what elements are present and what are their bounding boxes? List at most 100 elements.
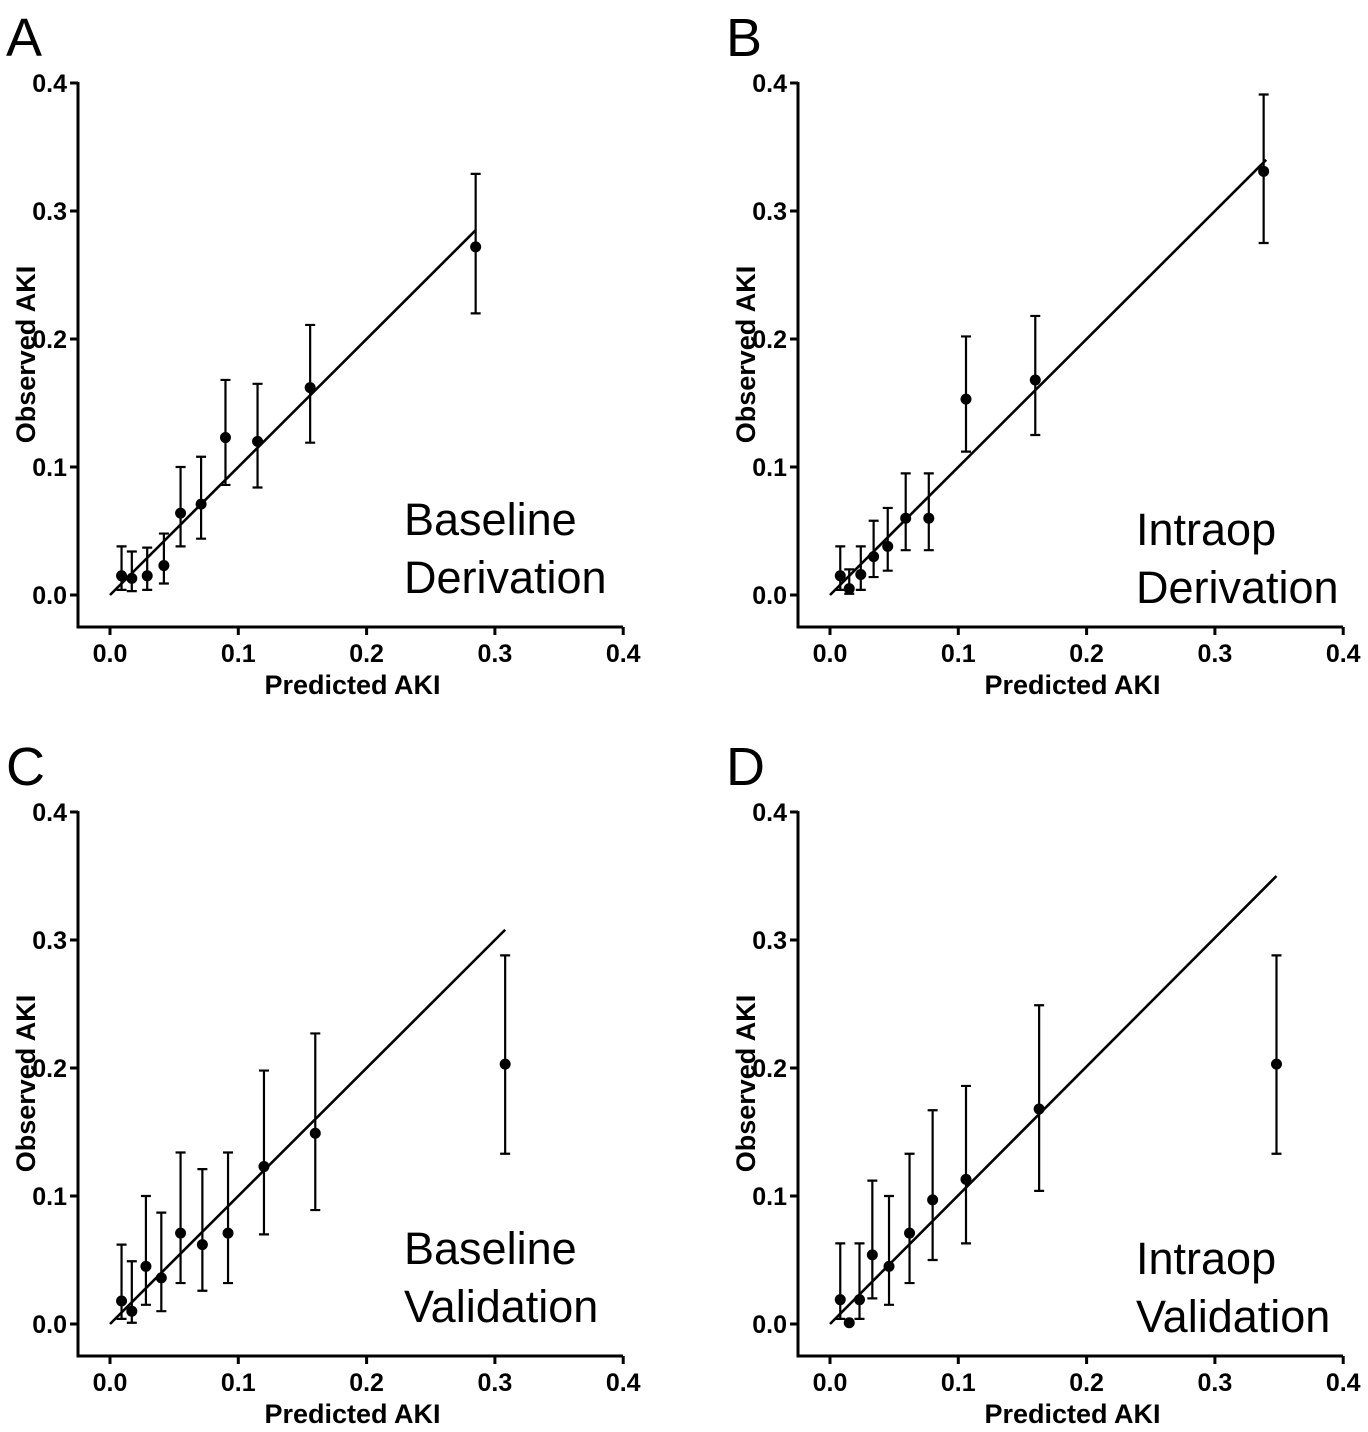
error-bar bbox=[116, 545, 127, 591]
data-point bbox=[141, 570, 153, 582]
error-bar bbox=[854, 1242, 865, 1320]
data-point bbox=[960, 393, 972, 405]
data-point bbox=[882, 540, 894, 552]
panel-annotation: Derivation bbox=[404, 552, 607, 603]
y-tick-label: 0.0 bbox=[752, 1311, 787, 1339]
x-tick-label: 0.2 bbox=[349, 1369, 384, 1397]
panel-letter: C bbox=[6, 737, 45, 797]
x-axis-title: Predicted AKI bbox=[984, 670, 1160, 700]
panel-annotation: Intraop bbox=[1136, 504, 1276, 555]
data-point bbox=[219, 432, 231, 444]
error-bar bbox=[142, 546, 153, 591]
data-point bbox=[834, 1294, 846, 1306]
data-point bbox=[854, 1294, 866, 1306]
error-bar bbox=[867, 1179, 878, 1300]
data-point bbox=[158, 560, 170, 572]
panel-c: C 0.0 0.1 0.2 0.3 0.4 0.0 0.1 0.2 0.3 0.4 Predicted… bbox=[6, 737, 641, 1429]
data-point bbox=[923, 512, 935, 524]
data-point bbox=[304, 382, 316, 394]
x-tick-label: 0.4 bbox=[1326, 640, 1361, 668]
data-point bbox=[927, 1194, 939, 1206]
axes bbox=[76, 811, 623, 1358]
panel-annotation: Intraop bbox=[1136, 1233, 1276, 1284]
panel-annotation: Derivation bbox=[1136, 562, 1339, 613]
y-tick-label: 0.2 bbox=[752, 326, 787, 354]
data-point bbox=[904, 1227, 916, 1239]
x-tick-label: 0.4 bbox=[606, 1369, 641, 1397]
y-tick-label: 0.3 bbox=[752, 198, 787, 226]
data-point bbox=[116, 570, 128, 582]
error-bar bbox=[960, 1084, 971, 1245]
panel-annotation: Validation bbox=[1136, 1291, 1330, 1342]
x-tick-label: 0.1 bbox=[941, 1369, 976, 1397]
data-point bbox=[868, 551, 880, 563]
data-point bbox=[1033, 1103, 1045, 1115]
data-point bbox=[116, 1295, 128, 1307]
data-point bbox=[499, 1058, 511, 1070]
error-bar bbox=[835, 545, 846, 591]
error-bar bbox=[140, 1194, 151, 1306]
x-tick-label: 0.3 bbox=[478, 640, 513, 668]
x-tick-label: 0.1 bbox=[941, 640, 976, 668]
y-tick-label: 0.0 bbox=[752, 582, 787, 610]
x-tick-label: 0.2 bbox=[1069, 1369, 1104, 1397]
error-bar bbox=[882, 506, 893, 572]
x-tick-label: 0.1 bbox=[221, 1369, 256, 1397]
error-bar bbox=[904, 1152, 915, 1285]
panel-annotation: Baseline bbox=[404, 1223, 577, 1274]
data-point bbox=[1258, 165, 1270, 177]
x-tick-label: 0.0 bbox=[93, 1369, 128, 1397]
data-point bbox=[900, 512, 912, 524]
reference-line bbox=[109, 928, 507, 1325]
error-bar bbox=[196, 455, 207, 540]
data-point bbox=[843, 1317, 855, 1329]
error-bar bbox=[310, 1032, 321, 1212]
error-bar bbox=[126, 550, 137, 593]
y-axis-title: Observed AKI bbox=[731, 266, 761, 444]
data-point bbox=[309, 1127, 321, 1139]
data-point bbox=[126, 1305, 138, 1317]
x-tick-label: 0.0 bbox=[813, 640, 848, 668]
panel-a: A 0.0 0.1 0.2 0.3 0.4 0.0 0.1 0.2 0.3 0.4 Predicted… bbox=[6, 8, 641, 700]
x-tick-label: 0.0 bbox=[93, 640, 128, 668]
data-point bbox=[470, 241, 482, 253]
y-tick-label: 0.1 bbox=[32, 1183, 67, 1211]
data-point bbox=[843, 583, 855, 595]
data-point bbox=[855, 569, 867, 581]
x-axis-title: Predicted AKI bbox=[264, 1399, 440, 1429]
y-tick-label: 0.4 bbox=[32, 70, 67, 98]
x-tick-label: 0.1 bbox=[221, 640, 256, 668]
x-tick-label: 0.3 bbox=[1198, 640, 1233, 668]
y-tick-label: 0.3 bbox=[32, 927, 67, 955]
x-tick-label: 0.3 bbox=[1198, 1369, 1233, 1397]
data-point bbox=[175, 507, 187, 519]
error-bar bbox=[835, 1242, 846, 1320]
panel-letter: D bbox=[726, 737, 765, 797]
data-point bbox=[1029, 374, 1041, 386]
data-point bbox=[866, 1249, 878, 1261]
error-bar bbox=[923, 472, 934, 552]
data-point bbox=[196, 1239, 208, 1251]
reference-line bbox=[109, 229, 477, 596]
x-tick-label: 0.2 bbox=[1069, 640, 1104, 668]
error-bar bbox=[258, 1069, 269, 1236]
error-bar bbox=[884, 1194, 895, 1306]
data-point bbox=[126, 572, 138, 584]
y-axis-title: Observed AKI bbox=[11, 995, 41, 1173]
error-bar bbox=[1271, 954, 1282, 1155]
y-tick-label: 0.3 bbox=[752, 927, 787, 955]
panel-annotation: Baseline bbox=[404, 494, 577, 545]
error-bar bbox=[175, 465, 186, 548]
y-axis-title: Observed AKI bbox=[11, 266, 41, 444]
x-tick-label: 0.0 bbox=[813, 1369, 848, 1397]
x-tick-label: 0.2 bbox=[349, 640, 384, 668]
data-point bbox=[252, 435, 264, 447]
error-bar bbox=[175, 1151, 186, 1285]
x-axis-title: Predicted AKI bbox=[984, 1399, 1160, 1429]
y-tick-label: 0.4 bbox=[752, 70, 787, 98]
error-bar bbox=[500, 954, 511, 1155]
error-bar bbox=[927, 1109, 938, 1262]
y-tick-label: 0.3 bbox=[32, 198, 67, 226]
panel-letter: B bbox=[726, 8, 762, 68]
